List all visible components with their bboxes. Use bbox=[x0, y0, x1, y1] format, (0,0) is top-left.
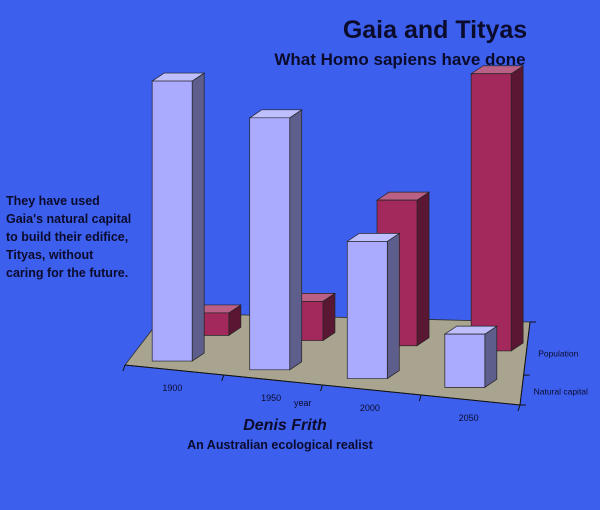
bar-natural-capital-side bbox=[191, 72, 205, 362]
side-note-line: They have used bbox=[6, 194, 100, 208]
chart-title: Gaia and Tityas bbox=[342, 16, 528, 44]
x-tick bbox=[221, 374, 225, 382]
x-tick bbox=[418, 394, 422, 402]
bar-natural-capital bbox=[151, 80, 193, 362]
bar-population-side bbox=[416, 191, 430, 347]
x-tick bbox=[320, 384, 323, 392]
side-note-line: caring for the future. bbox=[6, 266, 129, 280]
bar-natural-capital bbox=[444, 333, 486, 388]
depth-axis-line bbox=[519, 321, 531, 406]
x-tick-label: 1900 bbox=[162, 383, 182, 393]
series-label: Population bbox=[538, 349, 578, 359]
x-tick bbox=[122, 364, 126, 372]
x-tick-label: 2050 bbox=[459, 413, 479, 423]
bar-natural-capital bbox=[346, 241, 388, 379]
side-note-line: Gaia's natural capital bbox=[6, 212, 132, 226]
series-label: Natural capital bbox=[534, 387, 588, 397]
bar-population bbox=[470, 73, 512, 352]
author-name: Denis Frith bbox=[243, 417, 327, 434]
x-axis-label: year bbox=[294, 398, 312, 408]
bar-natural-capital-side bbox=[289, 109, 303, 371]
x-tick-label: 1950 bbox=[261, 393, 281, 403]
author-tagline: An Australian ecological realist bbox=[187, 438, 373, 452]
x-tick bbox=[517, 404, 521, 412]
x-tick-label: 2000 bbox=[360, 403, 380, 413]
bar-natural-capital bbox=[249, 117, 291, 371]
chart-subtitle: What Homo sapiens have done bbox=[274, 50, 526, 69]
side-note-line: Tityas, without bbox=[6, 248, 94, 262]
bar-natural-capital-side bbox=[484, 325, 498, 388]
side-note-line: to build their edifice, bbox=[6, 230, 129, 244]
bar-natural-capital-side bbox=[386, 232, 400, 380]
side-note: They have used Gaia's natural capital to… bbox=[6, 192, 156, 282]
bar-population-side bbox=[510, 65, 524, 352]
